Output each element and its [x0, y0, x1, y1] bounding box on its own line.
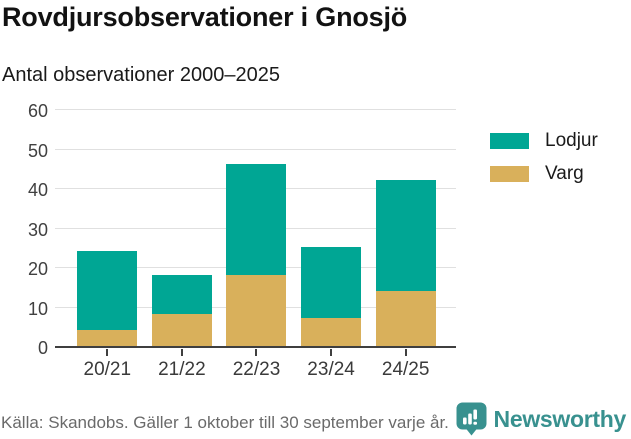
page-title: Rovdjursobservationer i Gnosjö [2, 2, 408, 32]
legend-swatch [490, 166, 529, 182]
bar-segment-varg [151, 314, 212, 346]
bar-segment-lodjur [375, 180, 436, 291]
x-axis-tick [106, 349, 109, 356]
category-slot: 24/25 [368, 111, 443, 380]
bar-segment-lodjur [301, 247, 362, 319]
gridline [55, 148, 456, 150]
newsworthy-logo-icon [456, 402, 487, 436]
bar-segment-varg [226, 274, 287, 346]
bar-segment-lodjur [151, 274, 212, 315]
bar-group [151, 274, 212, 346]
y-axis-label: 50 [27, 140, 48, 161]
x-axis-label: 20/21 [83, 359, 132, 380]
x-axis-tick [180, 349, 183, 356]
y-axis-label: 30 [27, 219, 48, 240]
bar-group [226, 164, 287, 346]
x-axis-tick [330, 349, 333, 356]
source-note: Källa: Skandobs. Gäller 1 oktober till 3… [1, 413, 449, 432]
bar-segment-varg [77, 330, 138, 346]
category-slot: 21/22 [145, 111, 220, 380]
legend-swatch [490, 133, 529, 149]
x-axis-label: 21/22 [158, 359, 206, 380]
y-axis-label: 60 [27, 101, 48, 121]
bar-segment-varg [375, 290, 436, 346]
legend: Lodjur Varg [490, 130, 598, 196]
x-axis-label: 23/24 [307, 359, 355, 380]
legend-label: Lodjur [545, 130, 598, 151]
x-axis-tick [255, 349, 258, 356]
bar-group [77, 251, 138, 346]
y-axis-label: 20 [27, 259, 48, 279]
y-axis-label: 10 [27, 298, 48, 319]
x-axis-tick [404, 349, 407, 356]
category-slot: 22/23 [219, 111, 294, 380]
category-slot: 20/21 [70, 111, 145, 380]
legend-item: Lodjur [490, 130, 598, 152]
x-axis-label: 24/25 [381, 359, 430, 380]
bar-segment-varg [301, 318, 362, 346]
y-axis-label: 40 [27, 180, 48, 200]
bar-group [301, 247, 362, 346]
category-slot: 23/24 [294, 111, 369, 380]
plot-area: 20/21 21/22 22/23 23/24 24/25 [55, 109, 456, 380]
newsworthy-wordmark: Newsworthy [493, 405, 627, 432]
bar-group [375, 180, 436, 346]
bar-slots: 20/21 21/22 22/23 23/24 24/25 [55, 111, 456, 380]
y-axis-label: 0 [37, 338, 48, 358]
bar-segment-lodjur [226, 164, 287, 275]
chart-subtitle: Antal observationer 2000–2025 [2, 64, 280, 86]
gridline [55, 109, 456, 110]
legend-item: Varg [490, 163, 598, 185]
newsworthy-logo[interactable]: Newsworthy [456, 402, 626, 436]
x-axis-label: 22/23 [232, 359, 281, 380]
legend-label: Varg [545, 163, 584, 184]
bar-segment-lodjur [77, 251, 138, 331]
